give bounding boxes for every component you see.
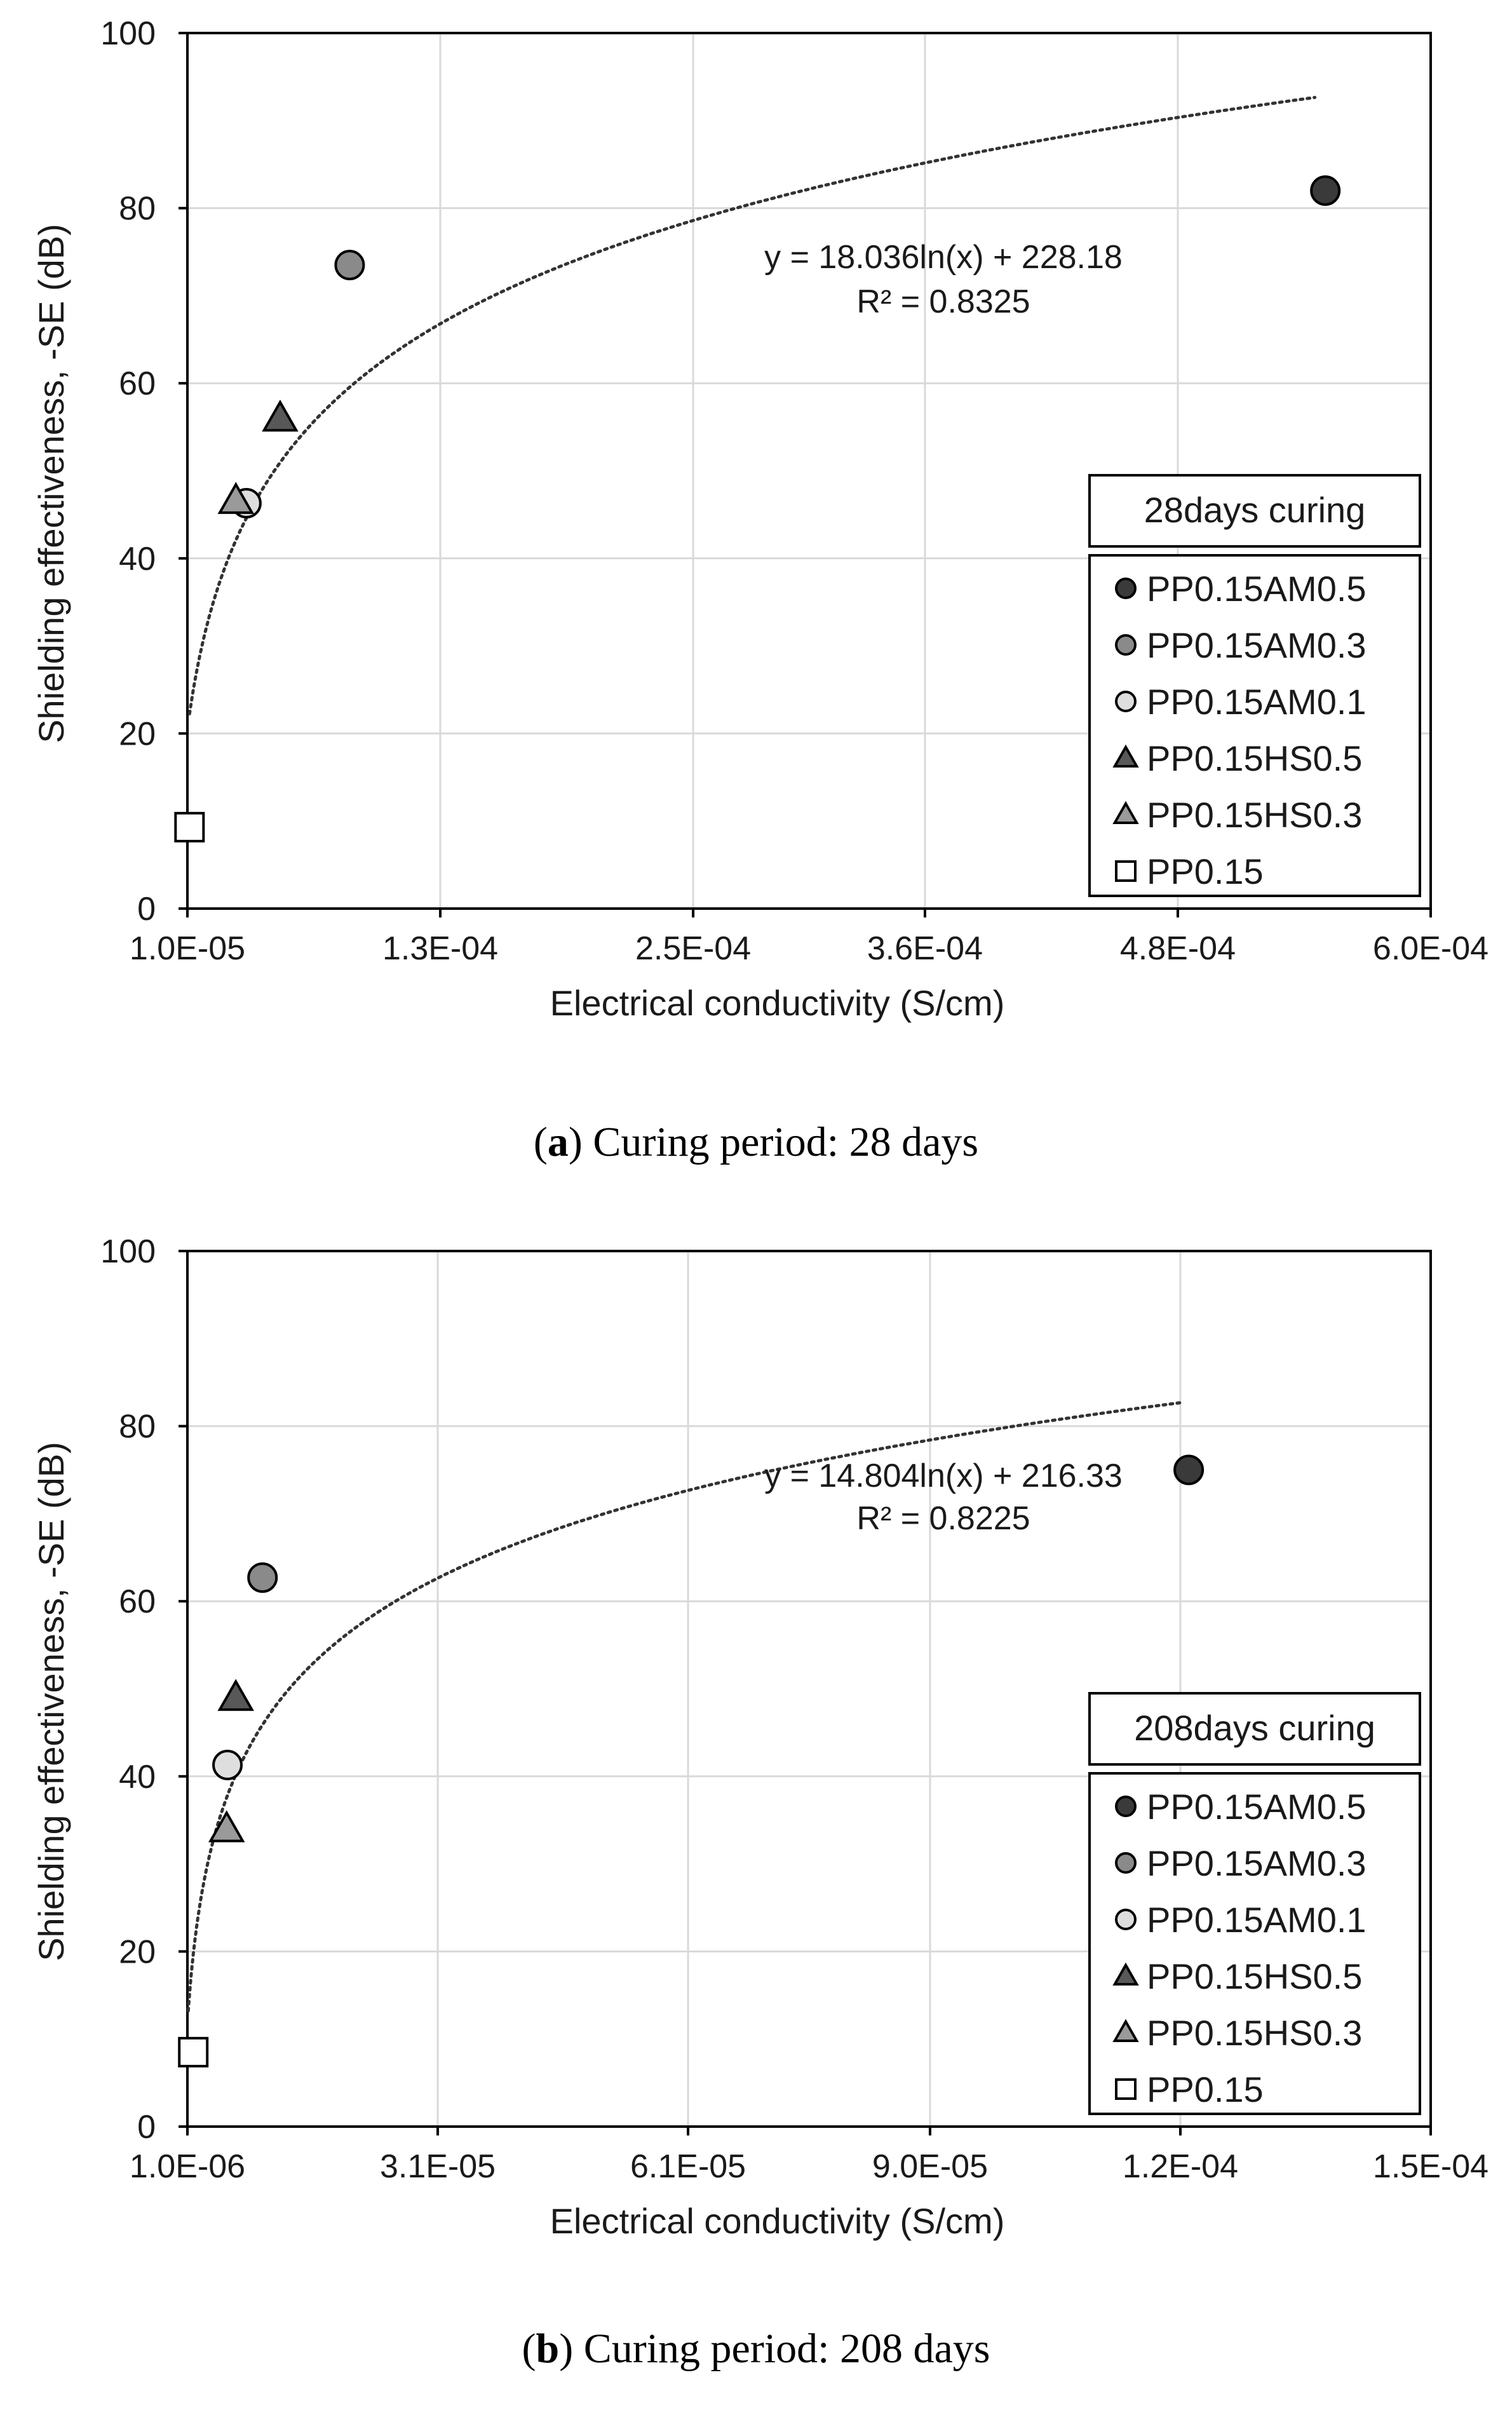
legend-title: 208days curing [1134,1708,1375,1748]
legend-label: PP0.15HS0.3 [1147,2013,1362,2053]
legend-label: PP0.15AM0.5 [1147,1787,1367,1827]
figure-a: 1.0E-05 1.3E-04 2.5E-04 3.6E-04 4.8E-04 6.0E-… [0,15,1512,1167]
data-point-pp0-15hs0-5 [217,1679,254,1711]
caption-a-close: ) [568,1119,583,1165]
axis-ticks [179,32,1432,917]
chart-b: 1.0E-06 3.1E-05 6.1E-05 9.0E-05 1.2E-04 1.5E-… [31,1233,1488,2241]
legend-title-box [1088,1692,1421,1766]
y-tick-label: 80 [119,1409,156,1445]
legend-marker-pp0-15hs0-5 [1112,744,1139,768]
trendline [187,95,1317,715]
legend-label: PP0.15HS0.3 [1147,795,1362,835]
y-tick-label: 0 [137,891,156,928]
y-tick-label: 60 [119,1583,156,1620]
data-point-pp0-15hs0-3 [217,482,255,514]
trendline [186,1401,1182,2013]
legend-label: PP0.15 [1147,851,1264,891]
legend-marker-pp0-15hs0-3 [1112,2019,1139,2042]
legend-label: PP0.15AM0.3 [1147,625,1367,665]
caption-b-close: ) [559,2325,574,2372]
data-points [174,175,1341,842]
legend-marker-pp0-15 [1115,860,1137,882]
x-axis-title: Electrical conductivity (S/cm) [550,983,1005,1023]
data-point-pp0-15hs0-3 [208,1810,245,1843]
legend-marker-pp0-15am0-1 [1115,1909,1137,1930]
data-point-pp0-15am0-5 [1310,175,1341,206]
x-axis-title: Electrical conductivity (S/cm) [550,2201,1005,2241]
data-point-pp0-15am0-5 [1173,1454,1205,1485]
y-axis-title: Shielding effectiveness, -SE (dB) [31,224,71,743]
trendline-equation: y = 18.036ln(x) + 228.18 [764,239,1123,276]
caption-b: (b) Curing period: 208 days [0,2325,1512,2373]
legend-title-box [1088,474,1421,548]
caption-b-text: Curing period: 208 days [573,2325,990,2372]
legend-label: PP0.15AM0.1 [1147,1900,1367,1940]
legend-label: PP0.15AM0.1 [1147,682,1367,722]
trendline-r2: R² = 0.8325 [856,283,1030,320]
data-point-pp0-15am0-3 [247,1562,278,1593]
caption-a: (a) Curing period: 28 days [0,1118,1512,1167]
x-tick-label: 9.0E-05 [872,2148,988,2185]
x-tick-label: 1.0E-05 [130,930,245,967]
y-axis-title: Shielding effectiveness, -SE (dB) [31,1442,71,1961]
legend-label: PP0.15HS0.5 [1147,738,1362,778]
axis-ticks [179,1250,1432,2135]
y-tick-label: 60 [119,365,156,402]
legend-marker-pp0-15am0-5 [1115,1796,1137,1817]
data-point-pp0-15 [174,811,205,842]
figure-b: 1.0E-06 3.1E-05 6.1E-05 9.0E-05 1.2E-04 1.5E-… [0,1218,1512,2436]
y-tick-label: 20 [119,715,156,752]
legend-label: PP0.15 [1147,2069,1264,2109]
trendline-r2: R² = 0.8225 [856,1500,1030,1537]
x-tick-label: 1.0E-06 [130,2148,245,2185]
legend-items: PP0.15AM0.5 PP0.15AM0.3 PP0.15AM0.1 PP0.15H… [1112,1787,1367,2109]
data-point-pp0-15am0-3 [334,250,365,281]
legend-label: PP0.15AM0.3 [1147,1843,1367,1883]
y-tick-label: 20 [119,1933,156,1970]
data-point-pp0-15hs0-5 [262,399,299,432]
legend-label: PP0.15HS0.5 [1147,1956,1362,1996]
plot-frame [186,1250,1432,2128]
legend-box [1088,554,1421,897]
y-tick-label: 40 [119,1759,156,1796]
x-tick-label: 1.2E-04 [1123,2148,1238,2185]
caption-b-open: ( [522,2325,536,2372]
y-tick-label: 0 [137,2109,156,2146]
y-tick-label: 100 [100,15,156,52]
legend-marker-pp0-15am0-5 [1115,578,1137,599]
x-tick-label: 3.6E-04 [867,930,983,967]
x-tick-label: 1.5E-04 [1373,2148,1488,2185]
legend-marker-pp0-15am0-1 [1115,691,1137,712]
caption-a-open: ( [533,1119,548,1165]
y-tick-label: 80 [119,191,156,227]
data-point-pp0-15am0-1 [212,1749,243,1780]
y-tick-label: 40 [119,541,156,578]
x-tick-label: 3.1E-05 [380,2148,496,2185]
legend-label: PP0.15AM0.5 [1147,569,1367,609]
legend-marker-pp0-15am0-3 [1115,634,1137,656]
legend-items: PP0.15AM0.5 PP0.15AM0.3 PP0.15AM0.1 PP0.15H… [1112,569,1367,891]
caption-a-text: Curing period: 28 days [582,1119,979,1165]
legend-title: 28days curing [1144,490,1366,530]
x-tick-label: 1.3E-04 [382,930,498,967]
legend-marker-pp0-15 [1115,2078,1137,2100]
plot-frame [186,32,1432,910]
chart-a: 1.0E-05 1.3E-04 2.5E-04 3.6E-04 4.8E-04 6.0E-… [31,15,1488,1023]
legend-marker-pp0-15am0-3 [1115,1852,1137,1874]
data-points [178,1454,1205,2067]
x-tick-label: 6.1E-05 [630,2148,746,2185]
legend-marker-pp0-15hs0-5 [1112,1962,1139,1986]
x-tick-label: 2.5E-04 [635,930,751,967]
legend-box [1088,1772,1421,2115]
legend-marker-pp0-15hs0-3 [1112,801,1139,824]
y-tick-label: 100 [100,1233,156,1270]
grid-lines [186,32,1432,910]
caption-b-letter: b [536,2325,560,2372]
x-tick-label: 6.0E-04 [1373,930,1488,967]
caption-a-letter: a [547,1119,569,1165]
trendline-equation: y = 14.804ln(x) + 216.33 [764,1458,1123,1494]
data-point-pp0-15 [178,2036,209,2067]
x-tick-label: 4.8E-04 [1120,930,1236,967]
